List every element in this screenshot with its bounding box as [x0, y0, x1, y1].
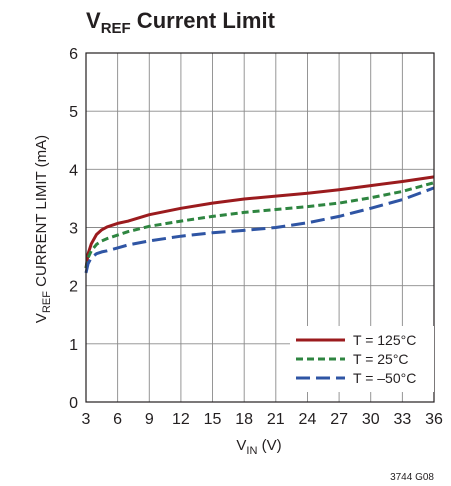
- x-tick-label: 15: [204, 411, 222, 428]
- x-axis-label-rest: (V): [257, 437, 281, 454]
- x-tick-label: 30: [362, 411, 380, 428]
- series-line-2: [84, 186, 435, 274]
- chart-title: VREF Current Limit: [86, 8, 276, 37]
- x-tick-label: 3: [82, 411, 91, 428]
- x-tick-label: 12: [172, 411, 190, 428]
- x-tick-labels: 3 6 9 12 15 18 21 24 27 30 33 36: [82, 411, 443, 428]
- x-tick-label: 33: [393, 411, 411, 428]
- chart-title-rest: Current Limit: [131, 8, 276, 33]
- chart-title-main: V: [86, 8, 101, 33]
- y-tick-label: 6: [69, 46, 78, 63]
- x-tick-label: 27: [330, 411, 348, 428]
- y-tick-label: 3: [69, 221, 78, 238]
- y-tick-labels: 0 1 2 3 4 5 6: [69, 46, 78, 412]
- x-tick-label: 9: [145, 411, 154, 428]
- chart-title-sub: REF: [101, 20, 131, 37]
- x-tick-label: 24: [299, 411, 317, 428]
- x-tick-label: 36: [425, 411, 443, 428]
- x-tick-label: 18: [235, 411, 253, 428]
- series-line-0: [84, 175, 435, 269]
- y-axis-label-sub: REF: [41, 291, 53, 313]
- y-axis-label: VREF CURRENT LIMIT (mA): [33, 135, 53, 323]
- series-group: [84, 175, 435, 274]
- y-tick-label: 0: [69, 395, 78, 412]
- legend-label-1: T = 25°C: [353, 351, 409, 367]
- figure-id: 3744 G08: [390, 472, 434, 483]
- x-axis-label-sub: IN: [246, 445, 257, 457]
- series-line-1: [84, 181, 435, 269]
- y-axis-label-rest: CURRENT LIMIT (mA): [33, 135, 50, 291]
- x-tick-label: 6: [113, 411, 122, 428]
- y-tick-label: 5: [69, 104, 78, 121]
- legend: T = 125°C T = 25°C T = –50°C: [290, 326, 434, 392]
- legend-label-0: T = 125°C: [353, 332, 416, 348]
- x-tick-label: 21: [267, 411, 285, 428]
- plot-frame: [85, 52, 435, 403]
- y-tick-label: 2: [69, 279, 78, 296]
- y-tick-label: 1: [69, 337, 78, 354]
- x-axis-label: VIN (V): [236, 437, 281, 457]
- y-axis-label-main: V: [33, 313, 50, 323]
- y-tick-label: 4: [69, 162, 78, 179]
- legend-label-2: T = –50°C: [353, 370, 416, 386]
- x-axis-label-main: V: [236, 437, 246, 454]
